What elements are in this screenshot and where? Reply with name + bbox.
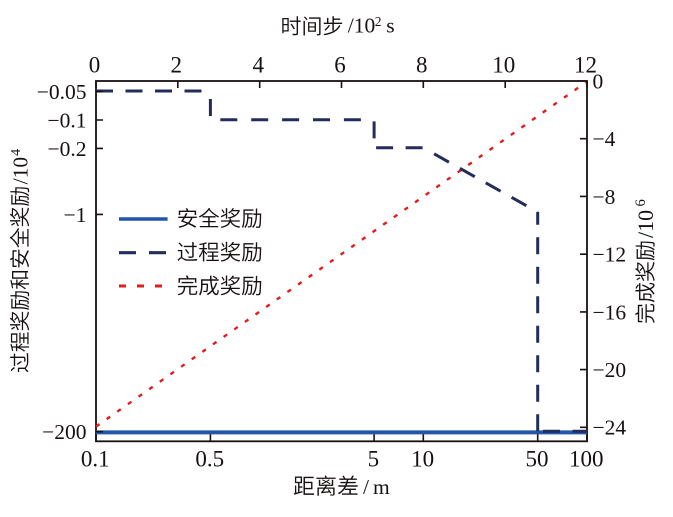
svg-text:−4: −4 [593,127,616,151]
svg-text:2: 2 [171,53,183,78]
svg-text:0: 0 [593,69,604,93]
svg-text:12: 12 [574,53,597,78]
svg-text:4: 4 [252,53,264,78]
svg-text:−1: −1 [64,203,87,227]
svg-text:0.5: 0.5 [195,446,224,471]
svg-text:m: m [373,475,390,499]
svg-text:0: 0 [89,53,101,78]
svg-text:−0.05: −0.05 [37,80,87,104]
svg-text:6: 6 [334,53,346,78]
svg-text:100: 100 [569,446,604,471]
svg-text:−8: −8 [593,185,616,209]
svg-text:−200: −200 [42,420,86,444]
svg-text:2: 2 [375,14,382,29]
svg-text:50: 50 [526,446,549,471]
svg-text:6: 6 [633,199,649,206]
svg-text:/10: /10 [348,14,375,38]
svg-text:s: s [386,14,394,38]
svg-text:−0.2: −0.2 [47,137,86,161]
svg-text:10: 10 [411,446,434,471]
svg-text:0.1: 0.1 [81,446,110,471]
svg-text:/: / [363,475,369,499]
svg-text:−20: −20 [593,358,627,382]
svg-text:/10: /10 [9,157,33,184]
svg-text:−24: −24 [593,416,627,440]
svg-text:8: 8 [416,53,428,78]
svg-text:−12: −12 [593,243,627,267]
svg-text:5: 5 [368,446,380,471]
svg-text:−16: −16 [593,300,627,324]
svg-text:−0.1: −0.1 [47,108,86,132]
svg-text:10: 10 [492,53,515,78]
svg-text:/10: /10 [633,210,658,238]
svg-text:4: 4 [9,149,24,156]
